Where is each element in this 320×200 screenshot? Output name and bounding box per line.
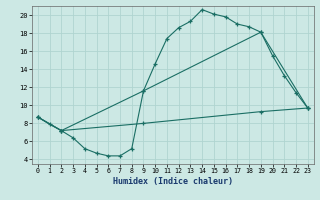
X-axis label: Humidex (Indice chaleur): Humidex (Indice chaleur) bbox=[113, 177, 233, 186]
